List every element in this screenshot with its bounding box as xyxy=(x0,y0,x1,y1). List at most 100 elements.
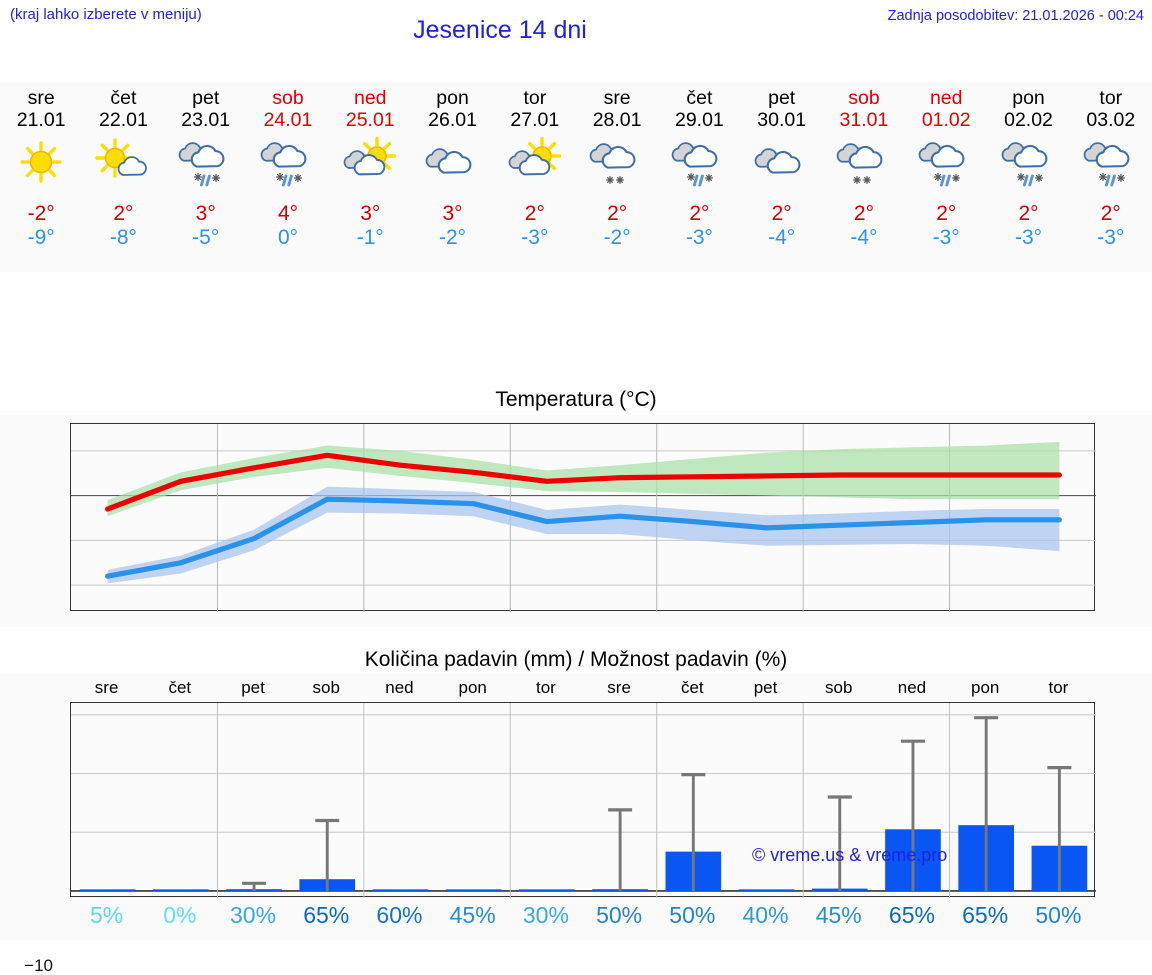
day-temp-max: 2° xyxy=(1100,202,1121,225)
precipitation-probability-label: 50% xyxy=(596,902,643,928)
day-column-8[interactable]: čet 29.01 2° -3° xyxy=(658,82,740,272)
precipitation-panel: Količina padavin (mm) / Možnost padavin … xyxy=(0,640,1152,940)
day-temp-max: 2° xyxy=(853,202,874,225)
partly-sunny-cloud-icon xyxy=(335,136,405,194)
sleet-icon xyxy=(1076,136,1146,194)
precipitation-day-label: pon xyxy=(970,678,1000,697)
temperature-y-tick: −10 xyxy=(24,956,53,975)
temperature-chart-plot xyxy=(70,423,1096,612)
day-date: 24.01 xyxy=(263,109,313,131)
precipitation-probability-label: 5% xyxy=(89,902,124,928)
precipitation-day-label: čet xyxy=(168,678,192,697)
day-date: 22.01 xyxy=(99,109,148,131)
temperature-panel: Temperatura (°C) 50−5−10 © vreme.us & vr… xyxy=(0,382,1152,975)
day-name: sre xyxy=(603,87,631,109)
precipitation-probability-label: 30% xyxy=(522,902,569,928)
precipitation-day-label: pet xyxy=(753,678,778,697)
day-column-10[interactable]: sob 31.01 2° -4° xyxy=(823,82,905,272)
day-date: 29.01 xyxy=(674,109,724,131)
day-column-11[interactable]: ned 01.02 2° -3° xyxy=(905,82,987,272)
sleet-icon xyxy=(994,136,1064,194)
day-date: 31.01 xyxy=(839,109,889,131)
day-name: pet xyxy=(192,87,220,109)
day-date: 02.02 xyxy=(1004,109,1053,131)
day-column-7[interactable]: sre 28.01 2° -2° xyxy=(576,82,658,272)
day-name: pon xyxy=(436,87,469,109)
day-temp-min: -2° xyxy=(603,226,631,249)
day-name: pet xyxy=(768,87,796,109)
day-date: 23.01 xyxy=(181,109,231,131)
day-column-1[interactable]: čet 22.01 2° -8° xyxy=(82,82,164,272)
precipitation-probability-label: 50% xyxy=(669,902,716,928)
day-temp-min: -2° xyxy=(439,226,467,249)
precipitation-day-label: tor xyxy=(535,678,556,697)
day-temp-max: 2° xyxy=(771,202,792,225)
day-date: 30.01 xyxy=(757,109,807,131)
day-temp-min: -3° xyxy=(521,226,549,249)
precipitation-day-label: ned xyxy=(897,678,927,697)
page-title: Jesenice 14 dni xyxy=(413,16,587,44)
day-name: ned xyxy=(929,87,963,109)
precipitation-probability-label: 0% xyxy=(163,902,197,928)
day-column-6[interactable]: tor 27.01 2° -3° xyxy=(494,82,576,272)
day-temp-max: 2° xyxy=(1018,202,1039,225)
precipitation-probability-label: 50% xyxy=(1035,902,1082,928)
day-column-9[interactable]: pet 30.01 2° -4° xyxy=(741,82,823,272)
day-date: 28.01 xyxy=(592,109,642,131)
day-temp-min: -5° xyxy=(192,226,220,249)
day-temp-min: -4° xyxy=(768,226,796,249)
day-name: tor xyxy=(1099,87,1123,109)
day-temp-max: 2° xyxy=(689,202,710,225)
day-name: sob xyxy=(272,87,304,109)
day-temp-max: 2° xyxy=(607,202,628,225)
day-temp-max: 4° xyxy=(277,202,299,225)
snow-icon xyxy=(829,136,899,194)
precipitation-day-label: pet xyxy=(241,678,265,697)
day-column-4[interactable]: ned 25.01 3° -1° xyxy=(329,82,411,272)
day-date: 03.02 xyxy=(1086,109,1136,131)
precipitation-day-label: tor xyxy=(1048,678,1069,697)
day-temp-min: -3° xyxy=(932,226,960,249)
sleet-icon xyxy=(664,136,734,194)
precipitation-probability-label: 65% xyxy=(888,902,935,928)
precipitation-chart-title: Količina padavin (mm) / Možnost padavin … xyxy=(364,648,788,671)
precipitation-day-label: sre xyxy=(94,678,119,697)
precipitation-probability-label: 65% xyxy=(303,902,350,928)
day-name: sre xyxy=(27,87,55,109)
precipitation-probability-label: 45% xyxy=(815,902,862,928)
sleet-icon xyxy=(911,136,981,194)
day-name: ned xyxy=(353,87,387,109)
day-temp-min: -1° xyxy=(356,226,384,249)
day-temp-max: 2° xyxy=(113,202,134,225)
last-update-text: Zadnja posodobitev: 21.01.2026 - 00:24 xyxy=(887,8,1144,24)
day-temp-max: 2° xyxy=(524,202,545,225)
day-temp-max: 3° xyxy=(442,202,463,225)
day-column-3[interactable]: sob 24.01 4° 0° xyxy=(247,82,329,272)
sunny-icon xyxy=(6,136,76,194)
menu-hint-text: (kraj lahko izberete v meniju) xyxy=(10,6,202,23)
day-temp-min: -9° xyxy=(27,226,55,249)
precipitation-probability-label: 30% xyxy=(230,902,277,928)
day-temp-min: -4° xyxy=(850,226,878,249)
day-column-12[interactable]: pon 02.02 2° -3° xyxy=(987,82,1069,272)
day-temp-max: 3° xyxy=(360,202,381,225)
day-column-13[interactable]: tor 03.02 2° -3° xyxy=(1070,82,1152,272)
page-header: (kraj lahko izberete v meniju) Jesenice … xyxy=(0,0,1152,60)
temperature-title-band xyxy=(0,382,1152,415)
day-name: čet xyxy=(110,87,137,109)
day-temp-min: 0° xyxy=(277,226,299,249)
day-date: 21.01 xyxy=(16,109,66,131)
day-column-0[interactable]: sre 21.01 -2° -9° xyxy=(0,82,82,272)
watermark-text: © vreme.us & vreme.pro xyxy=(752,845,948,865)
precipitation-day-label: čet xyxy=(680,678,704,697)
partly-sunny-icon xyxy=(88,136,158,194)
precipitation-probability-label: 65% xyxy=(962,902,1009,928)
precipitation-probability-label: 40% xyxy=(742,902,789,928)
sleet-icon xyxy=(253,136,323,194)
day-date: 01.02 xyxy=(921,109,971,131)
day-column-2[interactable]: pet 23.01 3° -5° xyxy=(165,82,247,272)
day-date: 26.01 xyxy=(428,109,477,131)
day-date: 27.01 xyxy=(510,109,560,131)
precipitation-chart-plot xyxy=(70,702,1096,898)
day-column-5[interactable]: pon 26.01 3° -2° xyxy=(411,82,493,272)
